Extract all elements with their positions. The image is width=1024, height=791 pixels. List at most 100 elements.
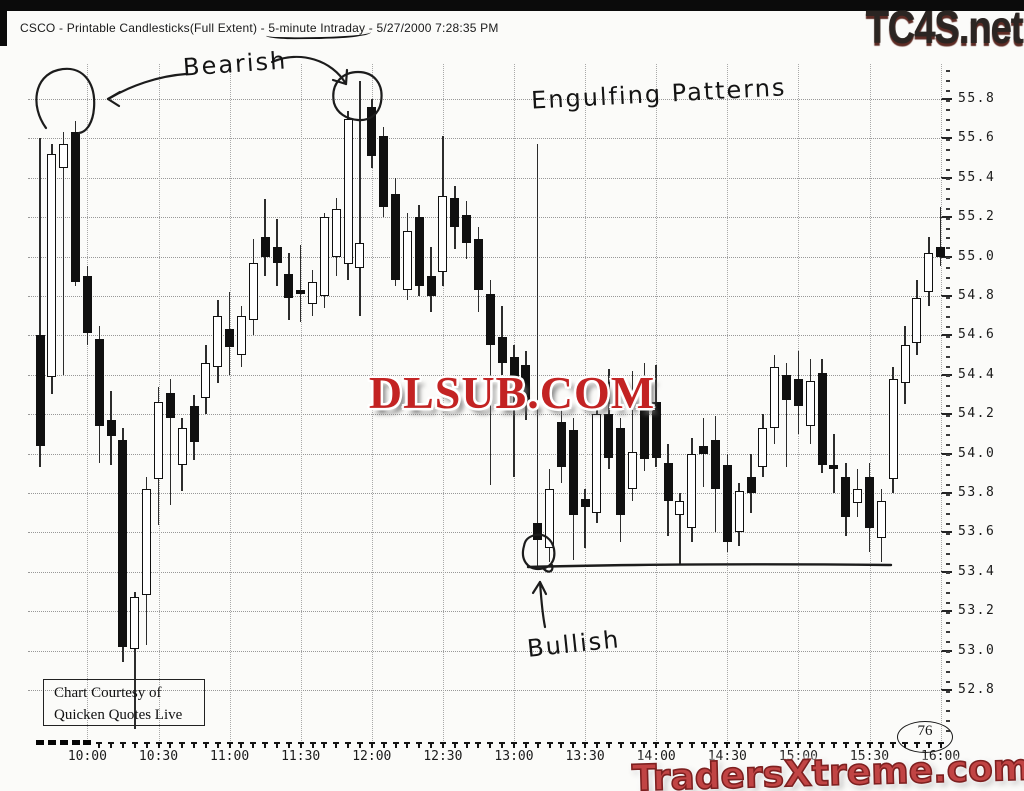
y-axis-minor-tick <box>946 483 950 486</box>
price-gridline <box>28 611 948 613</box>
y-axis-major-tick <box>941 531 952 534</box>
candle-body-down <box>829 465 839 470</box>
x-axis-tick-stem <box>750 742 752 748</box>
chart-title: CSCO - Printable Candlesticks(Full Exten… <box>20 21 499 35</box>
y-axis-major-tick <box>941 373 952 376</box>
candle-body-up <box>900 345 910 383</box>
time-gridline <box>727 64 729 741</box>
x-axis-tick-stem <box>584 742 587 748</box>
y-axis-label: 54.4 <box>958 366 996 382</box>
y-axis-minor-tick <box>946 119 950 122</box>
candle-body-down <box>94 339 104 426</box>
x-axis-tick-stem <box>892 742 895 748</box>
candle-body-up <box>545 489 555 549</box>
x-axis-tick-stem <box>453 742 456 748</box>
x-axis-tick-stem <box>358 742 361 748</box>
x-axis-tick-stem <box>430 742 433 748</box>
chart-courtesy-line2: Quicken Quotes Live <box>54 706 183 723</box>
y-axis-minor-tick <box>946 424 950 427</box>
y-axis-minor-tick <box>946 207 950 210</box>
y-axis-minor-tick <box>946 276 950 279</box>
x-axis-tick-bold <box>47 740 56 745</box>
x-axis-tick-stem <box>169 742 172 748</box>
price-gridline <box>28 177 948 179</box>
y-axis-minor-tick <box>946 621 950 624</box>
candle-body-down <box>35 335 45 446</box>
x-axis-tick-stem <box>311 742 314 748</box>
x-axis-tick-stem <box>785 742 788 748</box>
y-axis-minor-tick <box>946 345 950 348</box>
y-axis-minor-tick <box>946 326 950 329</box>
candle-body-up <box>236 315 246 356</box>
x-axis-label: 15:00 <box>778 749 818 764</box>
time-gridline <box>229 64 231 741</box>
price-gridline <box>28 217 948 219</box>
x-axis-tick-stem <box>216 742 219 748</box>
candle-body-down <box>841 477 851 517</box>
x-axis-tick-stem <box>193 742 196 748</box>
candle-body-down <box>225 329 235 348</box>
candle-body-up <box>319 217 329 296</box>
candle-body-up <box>331 209 341 257</box>
y-axis-minor-tick <box>946 592 950 595</box>
x-axis-tick-stem <box>560 742 563 748</box>
candle-body-down <box>391 193 400 281</box>
candle-body-down <box>379 136 389 208</box>
x-axis-tick-stem <box>856 742 859 748</box>
candle-body-up <box>438 195 448 273</box>
candle-body-up <box>687 453 697 529</box>
tc4s-logo-watermark: TC4S.net <box>865 1 1023 53</box>
candle-body-up <box>675 500 685 515</box>
y-axis-minor-tick <box>946 237 950 240</box>
candle-body-down <box>82 276 92 334</box>
candle-body-up <box>177 427 187 466</box>
y-axis-minor-tick <box>946 651 950 654</box>
x-axis-tick-stem <box>667 742 670 748</box>
y-axis-minor-tick <box>946 454 950 457</box>
candle-body-up <box>592 414 602 513</box>
x-axis-tick-stem <box>323 742 326 748</box>
candle-body-down <box>497 337 507 363</box>
candle-body-down <box>189 406 199 442</box>
y-axis-minor-tick <box>946 464 950 466</box>
x-axis-label: 13:30 <box>565 749 605 764</box>
y-axis-minor-tick <box>946 562 950 565</box>
candle-body-down <box>533 522 543 541</box>
y-axis-minor-tick <box>946 138 950 141</box>
x-axis-tick-stem <box>252 742 255 748</box>
y-axis-minor-tick <box>946 552 950 555</box>
x-axis-label: 11:30 <box>281 749 321 764</box>
y-axis-major-tick <box>941 334 952 337</box>
candle-wick <box>513 345 515 478</box>
candle-wick <box>939 207 942 267</box>
y-axis-minor-tick <box>946 542 950 545</box>
candle-body-up <box>402 230 412 291</box>
y-axis-minor-tick <box>946 532 950 535</box>
candle-body-up <box>912 297 922 344</box>
y-axis-label: 55.8 <box>958 91 996 106</box>
x-axis-tick-stem <box>477 742 480 748</box>
y-axis-label: 55.6 <box>958 130 996 146</box>
y-axis-minor-tick <box>946 680 950 683</box>
y-axis-label: 54.6 <box>958 327 996 343</box>
y-axis-label: 55.2 <box>958 209 996 225</box>
candle-wick <box>536 144 539 566</box>
y-axis-minor-tick <box>946 109 950 112</box>
y-axis-minor-tick <box>946 720 950 723</box>
y-axis-minor-tick <box>946 99 950 102</box>
x-axis-tick-stem <box>299 742 302 748</box>
candle-wick <box>62 132 65 375</box>
time-gridline <box>371 64 373 741</box>
price-gridline <box>28 138 948 140</box>
x-axis-tick-stem <box>181 742 184 748</box>
time-gridline <box>300 64 302 741</box>
candle-body-up <box>154 402 163 480</box>
candle-body-up <box>770 366 780 428</box>
candle-body-down <box>580 498 590 507</box>
x-axis-tick-bold <box>36 740 44 745</box>
y-axis-major-tick <box>941 649 952 652</box>
x-axis-label: 14:00 <box>636 749 676 764</box>
y-axis-minor-tick <box>946 375 950 378</box>
time-gridline <box>585 64 587 741</box>
y-axis-minor-tick <box>946 434 950 437</box>
